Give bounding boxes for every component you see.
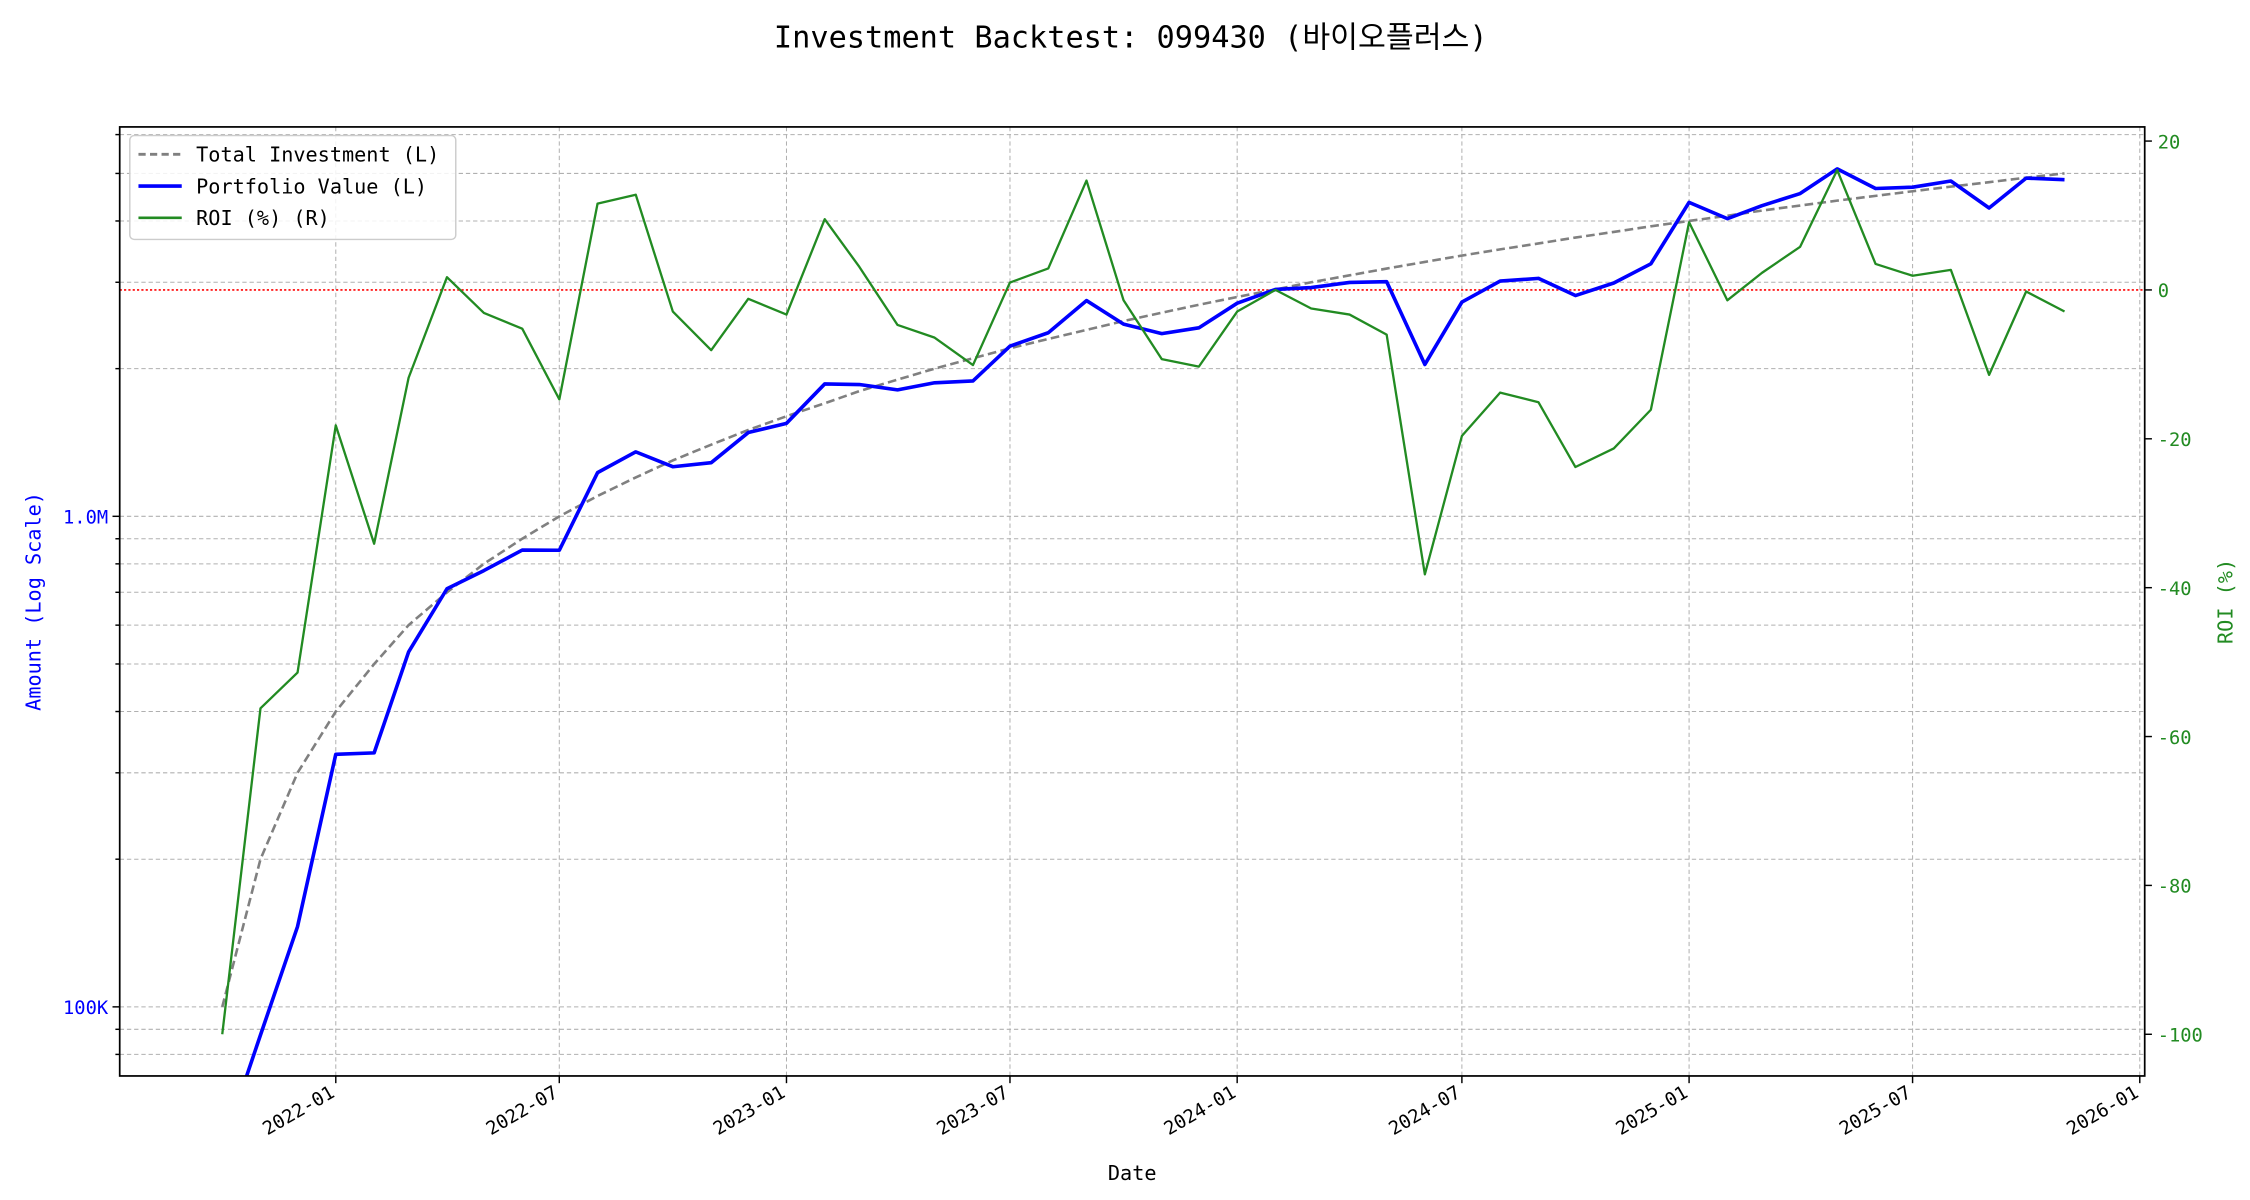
right-y-tick-label: -100: [2158, 1025, 2203, 1046]
left-y-axis: 100K 1.0M: [63, 133, 120, 1056]
grid: [119, 126, 2145, 1076]
right-y-tick-label: -60: [2158, 728, 2192, 749]
plot-area-frame: [118, 126, 2146, 1077]
roi-line: [221, 168, 2066, 1035]
x-tick-label: 2022-07: [483, 1082, 562, 1140]
x-tick-label: 2025-07: [1836, 1082, 1915, 1140]
x-tick-label: 2025-01: [1613, 1082, 1692, 1140]
right-y-tick-label: -80: [2158, 877, 2192, 898]
right-y-tick-label: 0: [2158, 281, 2169, 302]
left-y-tick-label: 100K: [63, 998, 109, 1019]
legend-box: [129, 134, 457, 241]
legend-label-total-investment: Total Investment (L): [196, 143, 439, 167]
x-tick-label: 2026-01: [2063, 1082, 2142, 1140]
left-y-tick-label: 1.0M: [63, 508, 108, 529]
chart-title: Investment Backtest: 099430 (바이오플러스): [774, 21, 1488, 56]
legend: Total Investment (L) Portfolio Value (L)…: [129, 134, 457, 241]
x-axis: 2022-01 2022-07 2023-01 2023-07 2024-01 2024-…: [259, 1075, 2142, 1140]
x-tick-label: 2022-01: [259, 1082, 338, 1140]
right-y-axis-label: ROI (%): [2214, 559, 2238, 644]
x-tick-label: 2024-07: [1385, 1082, 1464, 1140]
right-y-tick-label: -20: [2158, 430, 2192, 451]
x-axis-label: Date: [1108, 1161, 1157, 1185]
left-y-axis-label: Amount (Log Scale): [21, 492, 45, 711]
plot-lines: [119, 167, 2145, 1076]
total-investment-line: [221, 172, 2065, 1008]
right-y-axis: -100 -80 -60 -40 -20 0 20: [2144, 132, 2203, 1046]
right-y-tick-label: -40: [2158, 579, 2192, 600]
x-tick-label: 2024-01: [1161, 1082, 1240, 1140]
legend-label-portfolio-value: Portfolio Value (L): [196, 174, 427, 198]
legend-label-roi: ROI (%) (R): [196, 206, 330, 230]
x-tick-label: 2023-07: [934, 1082, 1013, 1140]
right-y-tick-label: 20: [2158, 132, 2181, 153]
x-tick-label: 2023-01: [710, 1082, 789, 1140]
